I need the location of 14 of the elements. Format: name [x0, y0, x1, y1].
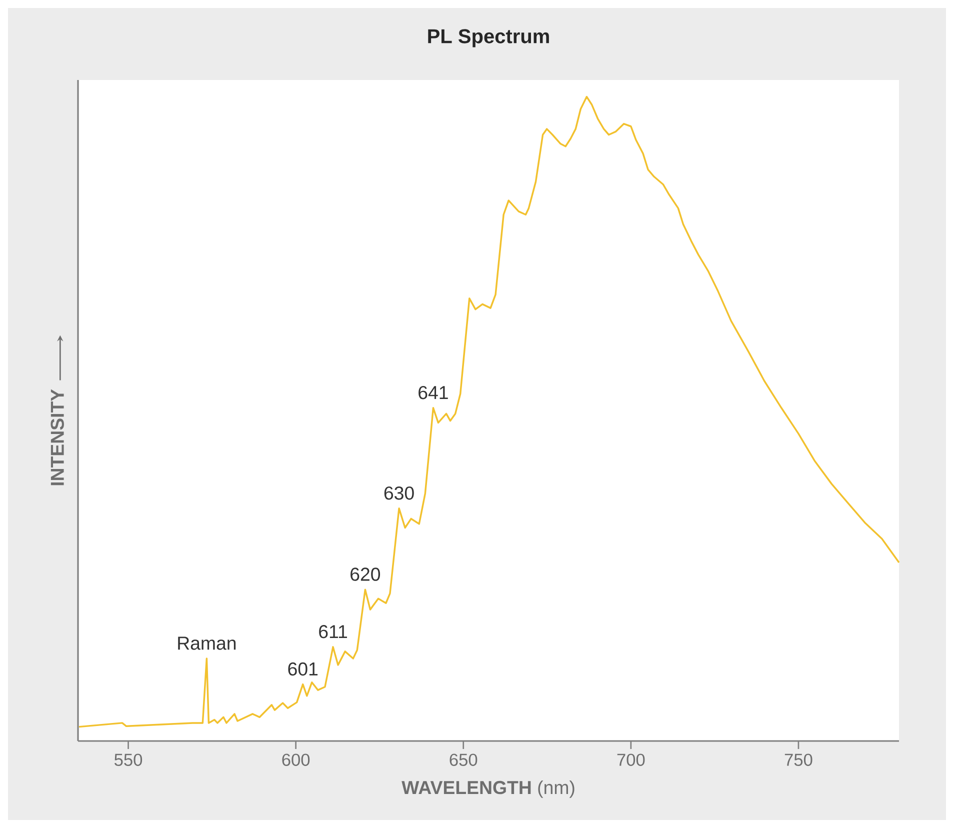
annotation: Raman — [178, 636, 236, 650]
x-axis-title: WAVELENGTH (nm) — [402, 780, 574, 798]
chart-title: PL Spectrum — [428, 29, 549, 48]
annotation: 601 — [288, 662, 318, 676]
x-tick-label: 750 — [784, 754, 812, 766]
annotation: 630 — [384, 486, 414, 500]
y-axis-title: INTENSITY — [50, 389, 64, 486]
annotation: 620 — [350, 568, 380, 581]
x-tick-label: 700 — [617, 754, 645, 766]
x-tick-label: 550 — [114, 754, 142, 766]
x-tick-label: 650 — [450, 754, 478, 766]
x-tick-label: 600 — [282, 754, 310, 766]
annotation: 611 — [319, 624, 347, 638]
annotation: 641 — [418, 386, 448, 400]
